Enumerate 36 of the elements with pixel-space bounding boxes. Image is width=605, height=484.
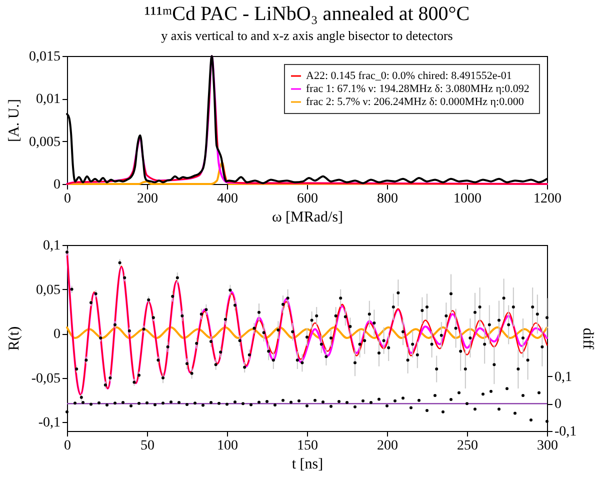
y-axis-title: R(t) xyxy=(6,326,22,351)
x-tick-label: 0 xyxy=(64,438,71,454)
y2-tick-label: 0 xyxy=(554,397,562,412)
x-tick-label: 800 xyxy=(377,192,398,206)
y-tick-label: 0,015 xyxy=(29,50,60,64)
legend-label: frac 2: 5.7% ν: 206.24MHz δ: 0.000MHz η:0.000 xyxy=(306,96,524,108)
y-axis-title: [A. U.] xyxy=(6,99,22,142)
x-tick-label: 1000 xyxy=(454,192,482,206)
legend-label: A22: 0.145 frac_0: 0.0% chired: 8.491552e-01 xyxy=(306,70,512,82)
x-axis-title: t [ns] xyxy=(292,456,324,472)
y-tick-label: 0,005 xyxy=(29,134,60,150)
x-tick-label: 200 xyxy=(377,438,398,454)
x-tick-label: 600 xyxy=(297,192,318,206)
x-tick-label: 150 xyxy=(297,438,318,454)
y-tick-label: 0,01 xyxy=(36,92,60,108)
x-tick-label: 300 xyxy=(537,438,558,454)
x-tick-label: 100 xyxy=(217,438,238,454)
y2-tick-label: 0,1 xyxy=(554,370,572,385)
x-tick-label: 400 xyxy=(217,192,238,206)
x-tick-label: 250 xyxy=(457,438,478,454)
y2-tick-label: -0,1 xyxy=(554,424,577,440)
chart-subtitle: y axis vertical to and x-z axis angle bisector to detectors xyxy=(161,28,453,43)
y-tick-label: 0 xyxy=(54,178,60,192)
x-tick-label: 0 xyxy=(64,192,71,206)
y2-axis-title: diff xyxy=(580,328,596,350)
y-tick-label: 0,1 xyxy=(43,238,60,254)
y-tick-label: -0,05 xyxy=(31,371,60,386)
x-tick-label: 50 xyxy=(140,438,154,454)
x-axis-title: ω [MRad/s] xyxy=(272,210,344,226)
y-tick-label: 0 xyxy=(54,327,60,342)
legend-label: frac 1: 67.1% ν: 194.28MHz δ: 3.080MHz η:0.092 xyxy=(306,83,530,95)
x-tick-label: 1200 xyxy=(534,192,562,206)
chart-title: ¹¹¹ᵐCd PAC - LiNbO₃ annealed at 800°C xyxy=(144,3,470,25)
x-tick-label: 200 xyxy=(137,192,158,206)
y-tick-label: 0,05 xyxy=(36,282,60,298)
y-tick-label: -0,1 xyxy=(38,416,60,431)
